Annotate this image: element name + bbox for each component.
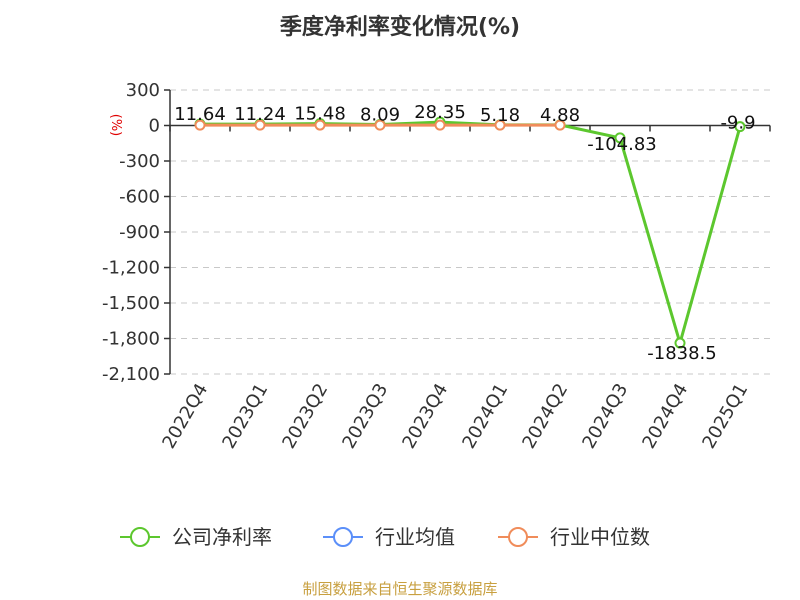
y-tick-label: 0 [149, 116, 160, 137]
net-margin-legend-label: 公司净利率 [172, 525, 272, 549]
data-label: 11.24 [234, 104, 286, 125]
data-source-note: 制图数据来自恒生聚源数据库 [302, 580, 497, 598]
industry-median-point [194, 119, 206, 131]
data-label: -9.9 [720, 113, 755, 134]
data-label: 8.09 [360, 105, 400, 126]
y-axis-unit-label: (%) [108, 114, 123, 137]
legend: 公司净利率 行业均值 行业中位数 [120, 525, 650, 549]
x-tick-label: 2024Q2 [518, 380, 572, 452]
x-tick-label: 2025Q1 [698, 380, 752, 452]
y-tick-label: -1,500 [102, 293, 160, 314]
industry-median-legend-marker [508, 527, 528, 547]
data-label: 5.18 [480, 105, 520, 126]
x-tick-label: 2023Q1 [218, 380, 272, 452]
net-margin-legend-marker [130, 527, 150, 547]
net-margin-point [734, 121, 746, 133]
series-layer [194, 116, 746, 349]
y-tick-label: -2,100 [102, 364, 160, 385]
data-label: 4.88 [540, 105, 580, 126]
industry-median-legend-label: 行业中位数 [550, 525, 650, 549]
industry-median-point [254, 119, 266, 131]
net-margin-line [199, 120, 742, 349]
data-label: 11.64 [174, 104, 226, 125]
data-label: 15.48 [294, 104, 346, 125]
x-tick-label: 2023Q4 [398, 380, 452, 452]
industry-median-point [434, 119, 446, 131]
grid-lines [170, 89, 770, 375]
industry-median-point [554, 119, 566, 131]
x-tick-label: 2023Q3 [338, 380, 392, 452]
industry-median-point [314, 119, 326, 131]
industry-median-point [374, 119, 386, 131]
x-tick-label: 2024Q4 [638, 380, 692, 452]
data-label: -104.83 [587, 134, 656, 155]
y-tick-label: -600 [119, 187, 160, 208]
x-tick-label: 2024Q3 [578, 380, 632, 452]
axes: 300 0 -300 -600 -900 -1,200 -1,500 -1,800 -2,100… [102, 80, 771, 452]
industry-mean-legend-label: 行业均值 [375, 525, 455, 549]
y-tick-label: -300 [119, 151, 160, 172]
y-tick-label: 300 [126, 80, 160, 101]
data-labels: 11.64 11.24 15.48 8.09 28.35 5.18 4.88 -104.83 -… [174, 102, 755, 364]
industry-median-point [494, 119, 506, 131]
net-margin-point [614, 132, 626, 144]
y-tick-label: -1,200 [102, 258, 160, 279]
industry-mean-legend-marker [333, 527, 353, 547]
x-tick-label: 2022Q4 [158, 380, 212, 452]
x-tick-label: 2024Q1 [458, 380, 512, 452]
y-tick-label: -1,800 [102, 329, 160, 350]
x-tick-label: 2023Q2 [278, 380, 332, 452]
data-label: 28.35 [414, 102, 466, 123]
y-tick-label: -900 [119, 222, 160, 243]
net-margin-point [674, 337, 686, 349]
chart-title: 季度净利率变化情况(%) [280, 14, 520, 40]
data-label: -1838.5 [647, 343, 716, 364]
